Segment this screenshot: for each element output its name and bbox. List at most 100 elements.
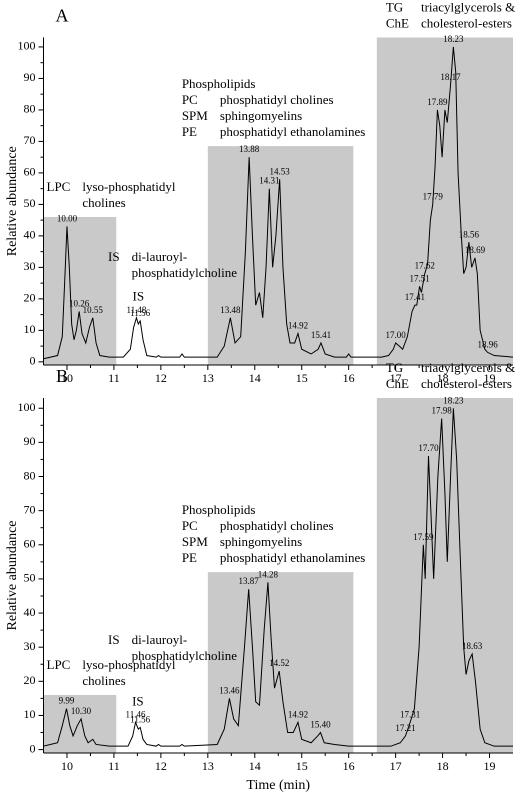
is-note-text: phosphatidylcholine (132, 648, 238, 663)
region-label-title: Phospholipids (182, 76, 256, 91)
is-label: IS (133, 289, 145, 304)
y-tick-label: 40 (24, 605, 36, 619)
region-label-title: Phospholipids (182, 502, 256, 517)
x-tick-label: 19 (484, 371, 496, 385)
y-tick-label: 80 (24, 468, 36, 482)
shaded-region (376, 37, 513, 365)
region-label-abbr: TG (386, 0, 403, 14)
peak-label: 11.56 (130, 714, 150, 724)
region-label-text: cholesterol-esters (421, 376, 512, 391)
region-label-abbr: PC (182, 92, 198, 107)
panel-label: A (56, 6, 69, 26)
x-tick-label: 12 (155, 371, 167, 385)
region-label-text: triacylglycerols & (421, 0, 515, 14)
x-tick-label: 11 (108, 759, 120, 773)
region-label-text: phosphatidyl ethanolamines (220, 124, 366, 139)
y-tick-label: 50 (24, 196, 36, 210)
shaded-region (207, 572, 354, 753)
peak-label: 10.55 (83, 305, 104, 315)
x-tick-label: 10 (61, 759, 73, 773)
x-tick-label: 17 (390, 371, 402, 385)
peak-label: 17.89 (427, 97, 448, 107)
peak-label: 17.41 (405, 292, 425, 302)
peak-label: 15.40 (310, 720, 331, 730)
region-label-text: phosphatidyl cholines (220, 92, 334, 107)
y-axis-label: Relative abundance (5, 146, 20, 256)
y-tick-label: 20 (24, 291, 36, 305)
peak-label: 9.99 (59, 696, 75, 706)
peak-label: 17.31 (400, 709, 420, 719)
peak-label: 11.46 (126, 709, 146, 719)
x-tick-label: 17 (390, 759, 402, 773)
region-label-text: phosphatidyl cholines (220, 518, 334, 533)
peak-label: 17.62 (415, 261, 435, 271)
region-label-abbr: PE (182, 124, 197, 139)
y-tick-label: 20 (24, 673, 36, 687)
region-label-abbr: ChE (386, 15, 409, 30)
peak-label: 14.28 (258, 569, 279, 579)
is-note-text: phosphatidylcholine (132, 265, 238, 280)
peak-label: 11.48 (127, 305, 147, 315)
peak-label: 18.17 (440, 72, 461, 82)
x-tick-label: 15 (296, 759, 308, 773)
peak-label: 14.31 (259, 176, 279, 186)
peak-label: 17.70 (418, 443, 439, 453)
shaded-region (43, 216, 117, 365)
peak-label: 17.79 (423, 191, 444, 201)
peak-label: 13.46 (219, 685, 240, 695)
y-tick-label: 30 (24, 259, 36, 273)
x-tick-label: 16 (343, 759, 355, 773)
peak-label: 18.23 (443, 34, 464, 44)
trace (43, 46, 514, 360)
peak-label: 17.51 (409, 273, 429, 283)
region-label-abbr: LPC (47, 179, 71, 194)
shaded-region (43, 694, 117, 753)
y-tick-label: 0 (30, 741, 36, 755)
y-tick-label: 60 (24, 537, 36, 551)
region-label-abbr: PE (182, 550, 197, 565)
region-label-abbr: PC (182, 518, 198, 533)
peak-label: 10.00 (57, 214, 78, 224)
shaded-region (207, 146, 354, 365)
peak-label: 17.21 (395, 723, 415, 733)
region-label-text: phosphatidyl ethanolamines (220, 550, 366, 565)
peak-label: 18.69 (465, 245, 486, 255)
peak-label: 18.96 (478, 339, 499, 349)
peak-label: 18.23 (443, 395, 464, 405)
x-axis-label: Time (min) (246, 778, 310, 793)
panel-label: B (56, 366, 68, 386)
x-tick-label: 14 (249, 371, 261, 385)
y-tick-label: 30 (24, 639, 36, 653)
peak-label: 13.87 (239, 576, 260, 586)
region-label-text: sphingomyelins (220, 108, 302, 123)
peak-label: 17.98 (432, 406, 453, 416)
x-tick-label: 12 (155, 759, 167, 773)
y-tick-label: 100 (18, 400, 36, 414)
is-note-abbr: IS (108, 249, 120, 264)
x-tick-label: 16 (343, 371, 355, 385)
y-tick-label: 70 (24, 502, 36, 516)
y-tick-label: 90 (24, 434, 36, 448)
is-note-abbr: IS (108, 632, 120, 647)
y-tick-label: 10 (24, 707, 36, 721)
y-tick-label: 80 (24, 102, 36, 116)
x-tick-label: 14 (249, 759, 261, 773)
region-label-abbr: SPM (182, 108, 208, 123)
peak-label: 11.56 (130, 308, 150, 318)
peak-label: 14.53 (270, 166, 291, 176)
y-axis-label: Relative abundance (5, 520, 20, 630)
x-tick-label: 18 (437, 371, 449, 385)
is-note-text: di-lauroyl- (132, 632, 188, 647)
is-note-text: di-lauroyl- (132, 249, 188, 264)
peak-label: 14.52 (269, 658, 289, 668)
peak-label: 18.63 (462, 641, 483, 651)
region-label-abbr: TG (386, 360, 403, 375)
peak-label: 14.92 (288, 321, 308, 331)
x-tick-label: 15 (296, 371, 308, 385)
region-label-abbr: LPC (47, 657, 71, 672)
region-label-abbr: SPM (182, 534, 208, 549)
x-tick-label: 13 (202, 759, 214, 773)
is-label: IS (132, 693, 144, 708)
shaded-region (376, 398, 513, 753)
